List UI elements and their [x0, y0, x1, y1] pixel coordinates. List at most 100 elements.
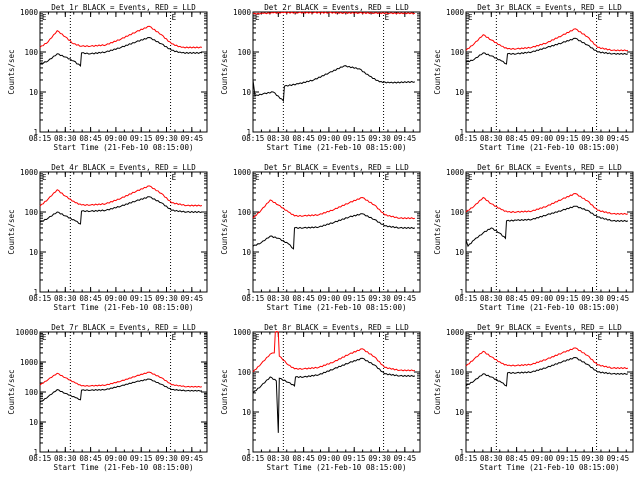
x-tick-label: 08:15 [455, 294, 478, 303]
corner-mark-right: E [385, 333, 390, 342]
series-lld [39, 185, 203, 207]
x-tick-label: 09:45 [181, 134, 204, 143]
y-axis-label: Counts/sec [433, 209, 442, 254]
series-events [39, 378, 202, 403]
corner-mark-right: E [598, 13, 603, 22]
x-tick-label: 09:30 [368, 454, 391, 463]
x-tick-label: 09:00 [531, 454, 554, 463]
y-tick-label: 1000 [446, 328, 465, 337]
x-tick-label: 09:00 [105, 294, 128, 303]
y-tick-label: 1000 [446, 168, 465, 177]
x-tick-label: 08:15 [455, 454, 478, 463]
y-tick-label: 10 [455, 88, 465, 97]
x-tick-label: 08:30 [267, 294, 290, 303]
x-axis-label: Start Time (21-Feb-10 08:15:00) [54, 303, 194, 312]
x-tick-label: 09:30 [581, 294, 604, 303]
x-tick-label: 08:30 [480, 294, 503, 303]
y-axis-label: Counts/sec [220, 369, 229, 414]
plot-frame [465, 331, 634, 453]
plot-frame [39, 331, 208, 453]
plot-frame [465, 11, 634, 133]
corner-mark-left: E [42, 13, 47, 22]
x-tick-label: 09:45 [607, 294, 630, 303]
corner-mark-right: E [598, 173, 603, 182]
y-tick-label: 1 [459, 128, 464, 137]
y-axis-label: Counts/sec [220, 49, 229, 94]
y-axis-label: Counts/sec [433, 49, 442, 94]
x-axis-label: Start Time (21-Feb-10 08:15:00) [267, 303, 407, 312]
panel-title: Det 8r BLACK = Events, RED = LLD [264, 323, 409, 332]
x-tick-label: 08:30 [54, 294, 77, 303]
y-axis-label: Counts/sec [7, 209, 16, 254]
series-lld [465, 28, 629, 52]
plot-frame [39, 171, 208, 293]
x-tick-label: 08:30 [54, 454, 77, 463]
y-tick-label: 1000 [20, 168, 39, 177]
x-tick-label: 09:00 [531, 294, 554, 303]
x-axis-label: Start Time (21-Feb-10 08:15:00) [54, 143, 194, 152]
x-tick-label: 08:45 [292, 454, 315, 463]
x-axis-label: Start Time (21-Feb-10 08:15:00) [54, 463, 194, 472]
series-lld [252, 330, 416, 373]
series-lld [465, 192, 629, 215]
x-axis-label: Start Time (21-Feb-10 08:15:00) [480, 143, 620, 152]
x-tick-label: 09:30 [368, 134, 391, 143]
x-tick-label: 09:00 [531, 134, 554, 143]
series-lld [252, 196, 416, 220]
y-tick-label: 10000 [15, 328, 38, 337]
x-axis-label: Start Time (21-Feb-10 08:15:00) [480, 463, 620, 472]
panel-title: Det 9r BLACK = Events, RED = LLD [477, 323, 622, 332]
panel-title: Det 4r BLACK = Events, RED = LLD [51, 163, 196, 172]
x-tick-label: 09:00 [318, 134, 341, 143]
corner-mark-right: E [172, 333, 177, 342]
corner-mark-right: E [598, 333, 603, 342]
y-tick-label: 10 [29, 248, 39, 257]
y-tick-label: 10 [455, 248, 465, 257]
x-tick-label: 08:45 [505, 454, 528, 463]
y-tick-label: 100 [237, 208, 251, 217]
panel-title: Det 3r BLACK = Events, RED = LLD [477, 3, 622, 12]
x-tick-label: 08:30 [480, 134, 503, 143]
y-tick-label: 1 [459, 448, 464, 457]
x-tick-label: 09:00 [318, 454, 341, 463]
x-tick-label: 08:30 [480, 454, 503, 463]
x-tick-label: 08:45 [505, 294, 528, 303]
y-axis-label: Counts/sec [7, 49, 16, 94]
panel-title: Det 6r BLACK = Events, RED = LLD [477, 163, 622, 172]
x-tick-label: 09:45 [394, 134, 417, 143]
x-tick-label: 09:30 [155, 294, 178, 303]
x-axis-label: Start Time (21-Feb-10 08:15:00) [480, 303, 620, 312]
series-lld [39, 25, 203, 49]
x-tick-label: 09:15 [556, 294, 579, 303]
x-tick-label: 09:45 [181, 294, 204, 303]
y-tick-label: 1000 [233, 8, 252, 17]
y-tick-label: 10 [242, 248, 252, 257]
y-tick-label: 100 [24, 388, 38, 397]
series-events [465, 205, 629, 248]
series-lld [39, 371, 203, 388]
x-tick-label: 09:15 [343, 134, 366, 143]
x-tick-label: 09:45 [607, 454, 630, 463]
x-tick-label: 09:30 [581, 454, 604, 463]
series-events [39, 196, 203, 225]
x-tick-label: 09:00 [105, 454, 128, 463]
x-tick-label: 09:15 [130, 134, 153, 143]
corner-mark-right: E [385, 173, 390, 182]
y-tick-label: 10 [29, 88, 39, 97]
y-tick-label: 1 [246, 448, 251, 457]
y-tick-label: 10 [242, 408, 252, 417]
x-tick-label: 09:30 [368, 294, 391, 303]
series-events [252, 357, 416, 433]
series-events [465, 37, 629, 65]
x-tick-label: 08:30 [54, 134, 77, 143]
plot-frame [252, 331, 421, 453]
plot-frame [39, 11, 208, 133]
corner-mark-left: E [468, 173, 473, 182]
x-tick-label: 09:15 [343, 454, 366, 463]
x-tick-label: 09:45 [394, 294, 417, 303]
